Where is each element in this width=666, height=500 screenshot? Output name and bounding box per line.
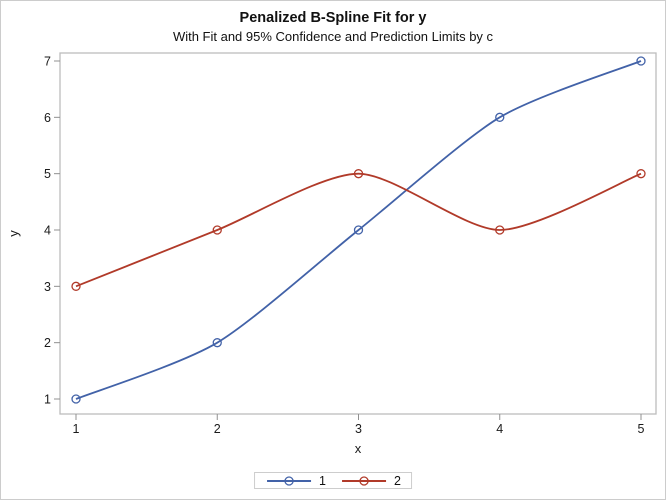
x-tick-label: 1 <box>73 422 80 436</box>
chart-title: Penalized B-Spline Fit for y <box>239 10 427 26</box>
x-tick-label: 5 <box>638 422 645 436</box>
data-point-marker-series-1 <box>495 112 505 122</box>
x-tick-label: 2 <box>214 422 221 436</box>
y-tick-label: 4 <box>44 224 51 238</box>
x-tick-label: 4 <box>496 422 503 436</box>
legend-marker-icon <box>284 475 294 486</box>
data-point-marker-series-2 <box>212 225 222 235</box>
legend-label: 2 <box>394 473 401 488</box>
y-tick-label: 3 <box>44 280 51 294</box>
x-tick-label: 3 <box>355 422 362 436</box>
data-point-marker-series-1 <box>71 394 81 404</box>
data-point-marker-series-2 <box>71 281 81 291</box>
data-point-marker-series-2 <box>636 169 646 179</box>
y-tick-label: 2 <box>44 336 51 350</box>
legend-line-swatch <box>267 475 312 486</box>
legend-line-swatch <box>342 475 386 486</box>
data-point-marker-series-2 <box>353 169 364 179</box>
series-line-2 <box>75 172 642 288</box>
y-tick-label: 6 <box>44 111 51 125</box>
y-tick-label: 1 <box>44 393 51 407</box>
x-axis-label: x <box>355 441 362 456</box>
series-line-1 <box>75 60 642 400</box>
legend-marker-icon <box>359 475 369 486</box>
data-point-marker-series-1 <box>636 56 646 66</box>
legend-label: 1 <box>319 473 326 488</box>
data-point-marker-series-1 <box>353 225 364 235</box>
y-tick-label: 5 <box>44 167 51 181</box>
legend-item-1: 1 <box>265 474 326 488</box>
legend-item-2: 2 <box>340 474 401 488</box>
data-point-marker-series-2 <box>495 225 505 235</box>
y-axis-label: y <box>6 230 21 237</box>
chart-subtitle: With Fit and 95% Confidence and Predicti… <box>172 29 494 44</box>
data-point-marker-series-1 <box>212 338 222 348</box>
y-tick-label: 7 <box>44 55 51 69</box>
chart-header: Penalized B-Spline Fit for y With Fit an… <box>1 10 665 44</box>
